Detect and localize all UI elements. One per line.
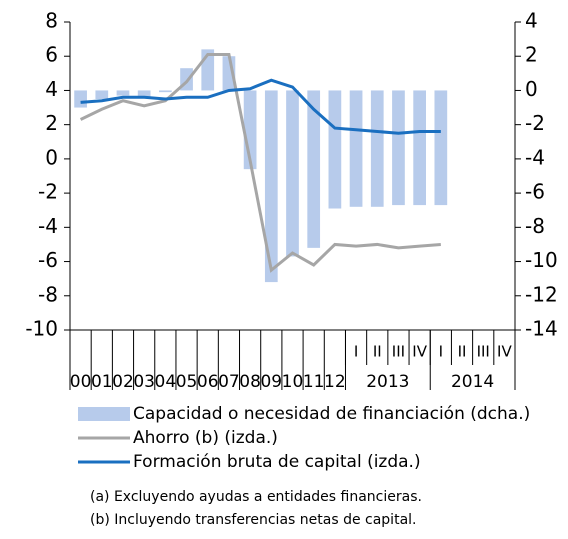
y2-tick-label: -12 — [525, 282, 558, 306]
y-tick-label: -10 — [25, 317, 58, 341]
x-tick-label: 03 — [133, 372, 155, 392]
x-tick-label: 06 — [197, 372, 219, 392]
legend-label: Formación bruta de capital (izda.) — [133, 452, 421, 472]
x-tick-label: 08 — [239, 372, 261, 392]
bar — [370, 90, 384, 207]
bar — [137, 90, 151, 98]
group-label: 2014 — [451, 372, 494, 392]
y2-tick-label: 0 — [525, 77, 538, 101]
x-tick-label: 11 — [303, 372, 325, 392]
y-tick-label: -4 — [38, 214, 58, 238]
x-tick-label: 00 — [70, 372, 92, 392]
y2-tick-label: -2 — [525, 111, 545, 135]
y-tick-label: 2 — [45, 111, 58, 135]
y-tick-label: 8 — [45, 9, 58, 33]
y2-tick-label: -4 — [525, 145, 545, 169]
x-tick-label: 04 — [155, 372, 177, 392]
y-tick-label: -8 — [38, 282, 58, 306]
y2-tick-label: 4 — [525, 9, 538, 33]
bar — [116, 90, 130, 96]
legend-label: Capacidad o necesidad de financiación (d… — [133, 404, 530, 424]
x-tick-label: 12 — [324, 372, 346, 392]
x-tick-label: 05 — [176, 372, 198, 392]
bar — [434, 90, 448, 206]
bar — [413, 90, 426, 206]
group-label: 2013 — [366, 372, 409, 392]
bar — [349, 90, 363, 207]
x-tick-label: III — [477, 343, 490, 361]
y2-tick-label: -6 — [525, 180, 545, 204]
bar — [74, 90, 87, 108]
bar — [392, 90, 405, 206]
x-tick-label: 01 — [91, 372, 113, 392]
y-tick-label: 0 — [45, 145, 58, 169]
bar — [264, 90, 278, 283]
legend-swatch — [78, 407, 130, 421]
x-tick-label: III — [392, 343, 405, 361]
footnote: (b) Incluyendo transferencias netas de c… — [90, 512, 416, 528]
x-tick-label: IV — [412, 343, 427, 361]
y-tick-label: -6 — [38, 248, 58, 272]
x-tick-label: I — [354, 343, 358, 361]
x-tick-label: 09 — [260, 372, 282, 392]
x-tick-label: II — [458, 343, 467, 361]
x-tick-label: 10 — [282, 372, 304, 392]
bar — [307, 90, 321, 248]
x-tick-label: 07 — [218, 372, 240, 392]
bar — [328, 90, 342, 209]
bar — [159, 90, 172, 93]
x-tick-label: I — [439, 343, 443, 361]
y-tick-label: 6 — [45, 43, 58, 67]
x-tick-label: 02 — [112, 372, 134, 392]
y-tick-label: -2 — [38, 180, 58, 204]
y2-tick-label: 2 — [525, 43, 538, 67]
y-tick-label: 4 — [45, 77, 58, 101]
y2-tick-label: -14 — [525, 317, 558, 341]
y2-tick-label: -8 — [525, 214, 545, 238]
y2-tick-label: -10 — [525, 248, 558, 272]
legend-label: Ahorro (b) (izda.) — [133, 428, 278, 448]
x-tick-label: IV — [497, 343, 512, 361]
x-tick-label: II — [373, 343, 382, 361]
line — [79, 53, 441, 273]
bar — [95, 90, 109, 99]
footnote: (a) Excluyendo ayudas a entidades financ… — [90, 489, 422, 505]
bar — [286, 90, 299, 257]
line — [80, 78, 441, 135]
